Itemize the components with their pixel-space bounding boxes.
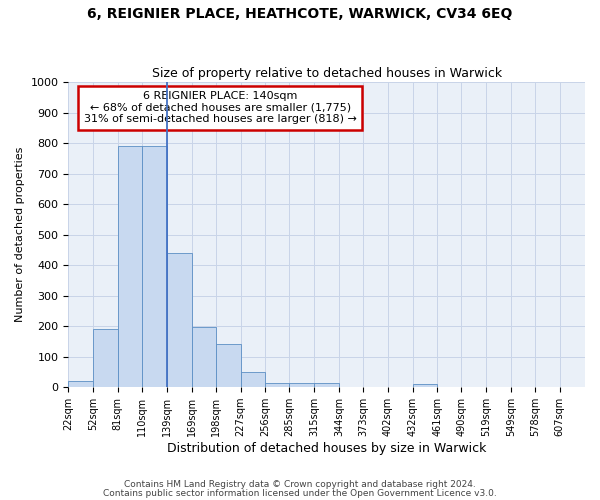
Text: 6 REIGNIER PLACE: 140sqm
← 68% of detached houses are smaller (1,775)
31% of sem: 6 REIGNIER PLACE: 140sqm ← 68% of detach… [84, 91, 356, 124]
Bar [94, 328, 118, 387]
Bar [241, 372, 265, 387]
Bar [413, 384, 437, 387]
Text: Contains HM Land Registry data © Crown copyright and database right 2024.: Contains HM Land Registry data © Crown c… [124, 480, 476, 489]
Bar [216, 344, 241, 387]
Bar [265, 382, 289, 387]
X-axis label: Distribution of detached houses by size in Warwick: Distribution of detached houses by size … [167, 442, 487, 455]
Bar [289, 384, 314, 387]
Title: Size of property relative to detached houses in Warwick: Size of property relative to detached ho… [152, 66, 502, 80]
Bar [118, 146, 142, 387]
Text: 6, REIGNIER PLACE, HEATHCOTE, WARWICK, CV34 6EQ: 6, REIGNIER PLACE, HEATHCOTE, WARWICK, C… [88, 8, 512, 22]
Bar [68, 382, 94, 387]
Bar [142, 146, 167, 387]
Y-axis label: Number of detached properties: Number of detached properties [15, 147, 25, 322]
Bar [314, 384, 339, 387]
Text: Contains public sector information licensed under the Open Government Licence v3: Contains public sector information licen… [103, 489, 497, 498]
Bar [192, 328, 216, 387]
Bar [167, 253, 192, 387]
